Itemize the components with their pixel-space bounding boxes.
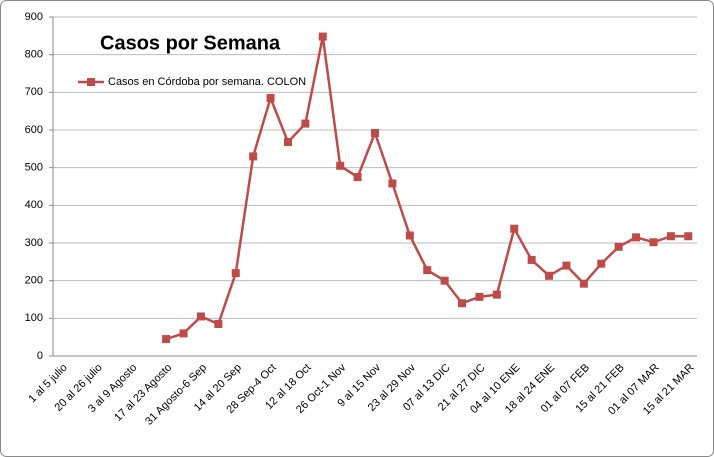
point-marker <box>405 231 414 240</box>
point-marker <box>684 232 693 241</box>
point-marker <box>423 266 432 275</box>
point-marker <box>266 93 275 102</box>
point-marker <box>336 161 345 170</box>
point-marker <box>597 259 606 268</box>
point-marker <box>440 276 449 285</box>
y-tick-label: 600 <box>25 124 43 136</box>
point-marker <box>666 232 675 241</box>
point-marker <box>527 255 536 264</box>
point-marker <box>162 335 171 344</box>
point-marker <box>579 279 588 288</box>
point-marker <box>492 290 501 299</box>
point-marker <box>231 269 240 278</box>
point-marker <box>371 129 379 138</box>
legend-marker <box>87 78 95 86</box>
point-marker <box>196 312 205 321</box>
point-marker <box>283 138 292 147</box>
point-marker <box>632 233 641 242</box>
y-tick-label: 800 <box>25 49 43 61</box>
point-marker <box>388 179 397 188</box>
y-tick-label: 500 <box>25 162 43 174</box>
point-marker <box>545 271 554 280</box>
y-tick-label: 0 <box>37 350 43 362</box>
point-marker <box>510 224 519 233</box>
y-tick-label: 900 <box>25 11 43 23</box>
point-marker <box>214 319 223 328</box>
legend-label: Casos en Córdoba por semana. COLON <box>108 76 306 88</box>
chart-title: Casos por Semana <box>100 32 281 54</box>
point-marker <box>301 119 310 128</box>
y-tick-label: 100 <box>25 312 43 324</box>
point-marker <box>649 238 658 247</box>
point-marker <box>458 299 467 308</box>
y-tick-label: 200 <box>25 275 43 287</box>
y-tick-label: 300 <box>25 237 43 249</box>
y-tick-label: 400 <box>25 199 43 211</box>
point-marker <box>562 261 571 270</box>
point-marker <box>353 173 362 182</box>
point-marker <box>318 32 327 41</box>
y-tick-label: 700 <box>25 86 43 98</box>
point-marker <box>614 242 623 251</box>
point-marker <box>179 329 188 338</box>
point-marker <box>475 292 484 301</box>
point-marker <box>249 152 258 161</box>
